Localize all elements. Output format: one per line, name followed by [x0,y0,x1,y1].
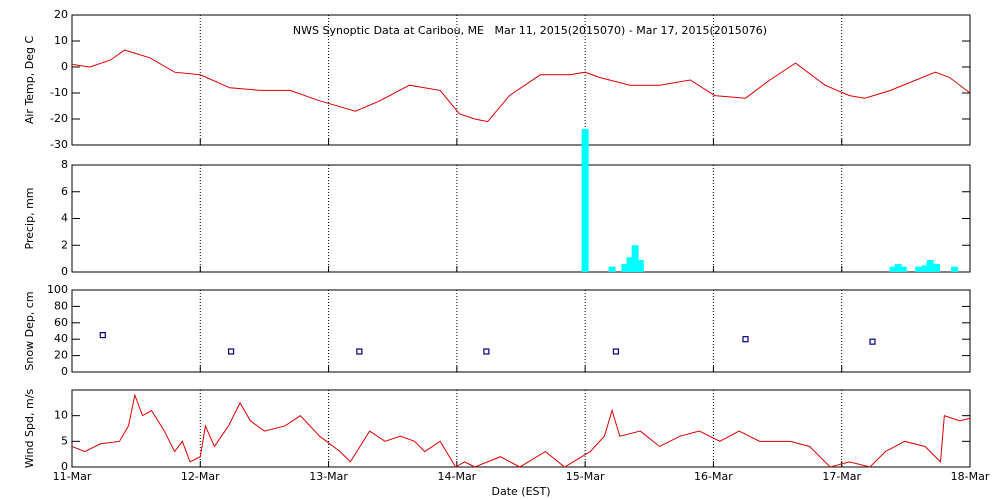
y-tick-label: 0 [61,365,68,378]
y-tick-label: 100 [47,283,68,296]
bar [921,265,929,272]
y-tick-label: 4 [61,212,68,225]
bar [581,128,589,272]
bar [608,266,616,272]
y-tick-label: 0 [61,460,68,473]
y-tick-label: 20 [54,349,68,362]
bar [915,266,923,272]
y-axis-label: Snow Dep, cm [23,291,36,370]
y-tick-label: 10 [54,409,68,422]
y-tick-label: 10 [54,34,68,47]
panel-frame [71,389,971,468]
bar [636,259,644,272]
y-tick-label: -30 [50,138,68,151]
marker [742,336,749,343]
bar [621,263,629,272]
x-tick-label: 17-Mar [822,470,861,483]
x-axis-label: Date (EST) [491,485,550,498]
data-line [71,49,971,123]
panel-frame [71,289,971,373]
y-tick-label: 0 [61,265,68,278]
y-tick-label: -20 [50,112,68,125]
y-axis-label: Precip, mm [23,188,36,250]
y-tick-label: -10 [50,86,68,99]
x-tick-label: 12-Mar [181,470,220,483]
bar [894,263,902,272]
marker [356,348,363,355]
marker [483,348,490,355]
data-line [71,393,971,468]
y-axis-label: Wind Spd, m/s [23,389,36,469]
chart-title: NWS Synoptic Data at Caribou, ME Mar 11,… [293,24,767,37]
y-tick-label: 8 [61,158,68,171]
bar [626,257,634,272]
y-tick-label: 2 [61,238,68,251]
x-tick-label: 14-Mar [437,470,476,483]
y-tick-label: 20 [54,8,68,21]
marker [227,348,235,355]
y-tick-label: 5 [61,434,68,447]
y-tick-label: 40 [54,332,68,345]
bar [889,266,897,272]
bar [899,266,907,272]
marker [99,332,106,339]
y-tick-label: 6 [61,185,68,198]
x-tick-label: 15-Mar [566,470,605,483]
bar [631,245,639,272]
bar [926,259,934,272]
y-axis-label: Air Temp, Deg C [23,36,36,125]
y-tick-label: 80 [54,299,68,312]
marker [869,338,876,345]
panel-frame [71,14,971,146]
y-tick-label: 60 [54,316,68,329]
bar [933,263,941,272]
x-tick-label: 18-Mar [951,470,990,483]
x-tick-label: 16-Mar [694,470,733,483]
bar [951,266,959,272]
marker [612,348,620,355]
x-tick-label: 11-Mar [53,470,92,483]
x-tick-label: 13-Mar [309,470,348,483]
y-tick-label: 0 [61,60,68,73]
